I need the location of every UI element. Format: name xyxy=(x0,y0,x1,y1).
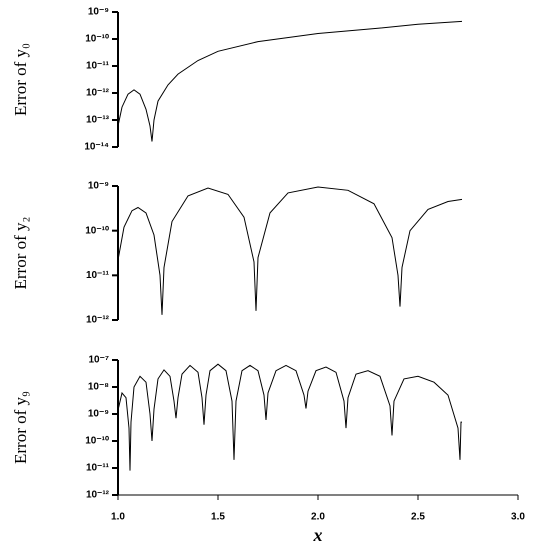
x-tick-label: 1.0 xyxy=(111,512,125,523)
y-axis-label: Error of y₀ xyxy=(11,43,30,116)
y-tick-label: 10⁻⁹ xyxy=(88,181,109,192)
data-line xyxy=(117,20,463,142)
y-axis-label: Error of y₂ xyxy=(11,217,30,290)
y-tick-label: 10⁻¹⁴ xyxy=(84,142,109,153)
y-tick-label: 10⁻¹⁰ xyxy=(85,225,109,236)
y-tick-label: 10⁻¹² xyxy=(86,490,110,501)
x-tick-label: 2.5 xyxy=(411,512,425,523)
y-tick-label: 10⁻¹⁰ xyxy=(85,436,109,447)
y-tick-label: 10⁻¹² xyxy=(86,315,110,326)
y-tick-label: 10⁻¹¹ xyxy=(86,270,110,281)
y-tick-label: 10⁻¹³ xyxy=(86,115,110,126)
y-tick-label: 10⁻⁸ xyxy=(88,382,109,393)
y-tick-label: 10⁻⁹ xyxy=(88,7,109,18)
y-tick-label: 10⁻¹¹ xyxy=(86,463,110,474)
y-tick-label: 10⁻¹⁰ xyxy=(85,34,109,45)
y-tick-label: 10⁻¹² xyxy=(86,88,110,99)
data-line xyxy=(117,363,462,471)
y-tick-label: 10⁻⁹ xyxy=(88,409,109,420)
y-tick-label: 10⁻⁷ xyxy=(88,355,109,366)
data-line xyxy=(117,186,463,315)
x-tick-label: 2.0 xyxy=(311,512,325,523)
x-tick-label: 3.0 xyxy=(511,512,525,523)
y-axis-label: Error of y₉ xyxy=(11,391,30,464)
x-axis-label: x xyxy=(313,525,323,545)
y-tick-label: 10⁻¹¹ xyxy=(86,61,110,72)
x-tick-label: 1.5 xyxy=(211,512,225,523)
